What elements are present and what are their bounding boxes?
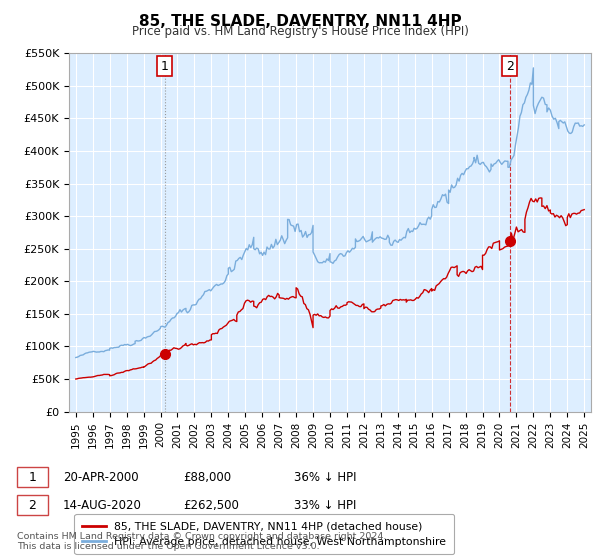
Text: 14-AUG-2020: 14-AUG-2020 xyxy=(63,498,142,512)
Text: 1: 1 xyxy=(28,470,37,484)
Text: 85, THE SLADE, DAVENTRY, NN11 4HP: 85, THE SLADE, DAVENTRY, NN11 4HP xyxy=(139,14,461,29)
Text: £88,000: £88,000 xyxy=(183,470,231,484)
Text: Price paid vs. HM Land Registry's House Price Index (HPI): Price paid vs. HM Land Registry's House … xyxy=(131,25,469,38)
Legend: 85, THE SLADE, DAVENTRY, NN11 4HP (detached house), HPI: Average price, detached: 85, THE SLADE, DAVENTRY, NN11 4HP (detac… xyxy=(74,514,454,554)
Text: 2: 2 xyxy=(506,60,514,73)
Text: Contains HM Land Registry data © Crown copyright and database right 2024.
This d: Contains HM Land Registry data © Crown c… xyxy=(17,532,386,552)
Text: 2: 2 xyxy=(28,498,37,512)
Text: 20-APR-2000: 20-APR-2000 xyxy=(63,470,139,484)
Text: £262,500: £262,500 xyxy=(183,498,239,512)
Text: 1: 1 xyxy=(161,60,169,73)
Text: 36% ↓ HPI: 36% ↓ HPI xyxy=(294,470,356,484)
Text: 33% ↓ HPI: 33% ↓ HPI xyxy=(294,498,356,512)
